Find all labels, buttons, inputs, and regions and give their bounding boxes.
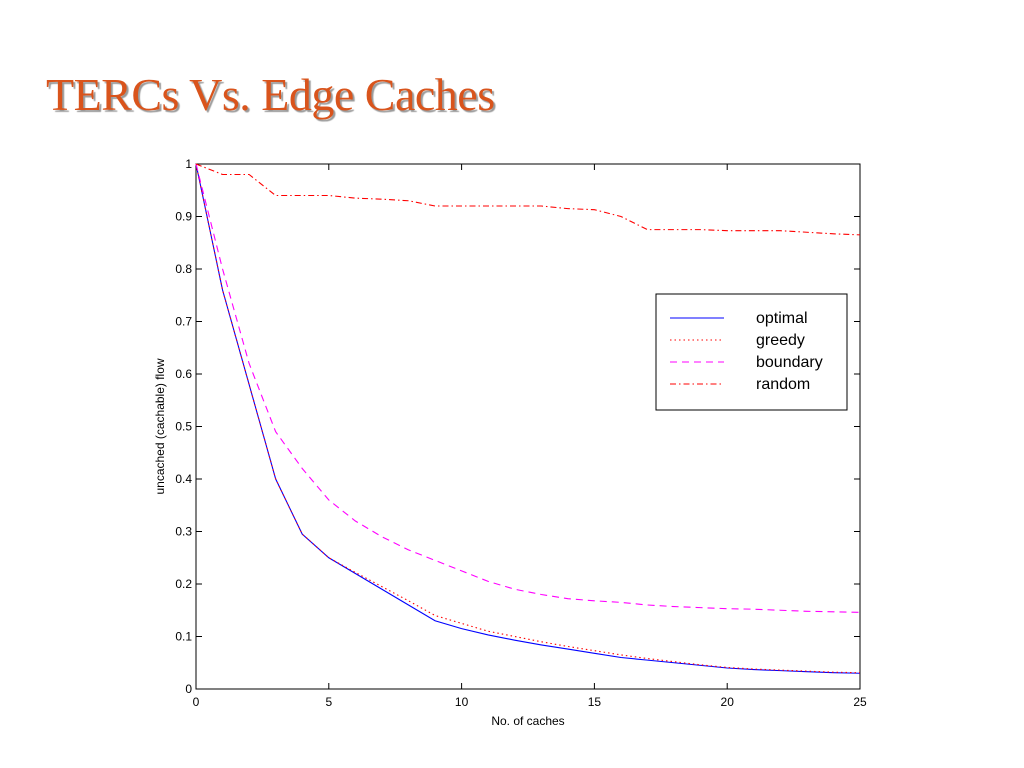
series-line-optimal <box>195 163 861 674</box>
axis-ticks: 0 5 10 15 20 25 0 0.1 0.2 0.3 0.4 0.5 0.6 0.7 0.8 0.9 1 <box>175 157 867 709</box>
legend: optimal greedy boundary random <box>655 293 848 411</box>
series-line-boundary <box>195 163 861 613</box>
series-line-random <box>195 163 861 236</box>
legend-label-random: random <box>756 376 810 393</box>
x-tick-label: 5 <box>325 695 332 709</box>
x-tick-label: 25 <box>853 695 867 709</box>
y-tick-label: 0.2 <box>175 577 192 591</box>
y-tick-label: 0.7 <box>175 315 192 329</box>
plot-frame <box>195 163 861 690</box>
y-tick-label: 0.8 <box>175 262 192 276</box>
x-tick-label: 10 <box>455 695 469 709</box>
y-tick-label: 0.9 <box>175 210 192 224</box>
x-tick-label: 15 <box>588 695 602 709</box>
series-lines <box>195 163 861 674</box>
y-tick-label: 0.1 <box>175 630 192 644</box>
legend-label-optimal: optimal <box>756 310 808 327</box>
legend-label-greedy: greedy <box>756 332 805 349</box>
y-tick-label: 1 <box>185 157 192 171</box>
legend-label-boundary: boundary <box>756 354 823 371</box>
y-tick-label: 0.5 <box>175 420 192 434</box>
series-line-greedy <box>195 163 861 674</box>
plot-area-border <box>195 163 861 690</box>
y-tick-label: 0.3 <box>175 525 192 539</box>
x-axis-label: No. of caches <box>491 714 564 728</box>
legend-box <box>655 293 848 411</box>
y-tick-label: 0 <box>185 682 192 696</box>
y-tick-label: 0.6 <box>175 367 192 381</box>
x-tick-label: 20 <box>721 695 735 709</box>
x-tick-label: 0 <box>193 695 200 709</box>
y-tick-label: 0.4 <box>175 472 192 486</box>
slide-title: TERCs Vs. Edge Caches <box>46 69 495 120</box>
y-axis-label: uncached (cachable) flow <box>153 358 167 494</box>
